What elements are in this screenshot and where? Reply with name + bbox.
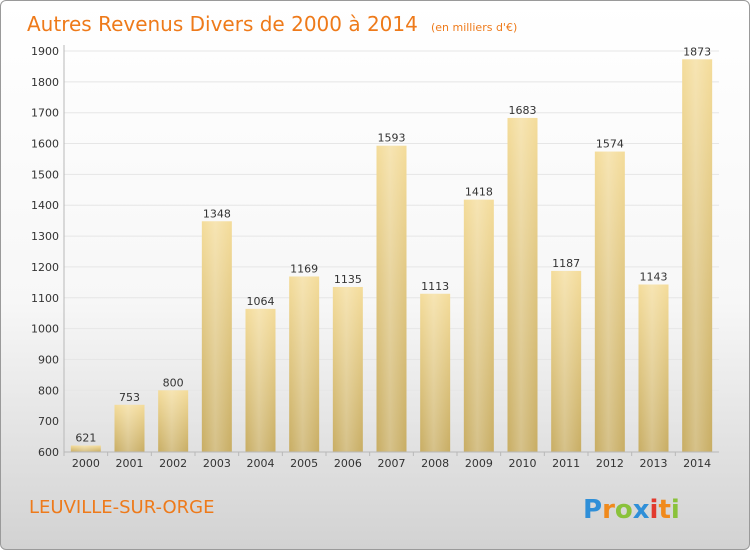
y-tick-label: 1100 <box>31 292 59 305</box>
x-tick-label: 2005 <box>290 457 318 470</box>
bar-shine <box>376 145 407 452</box>
x-tick-label: 2014 <box>683 457 711 470</box>
y-tick-label: 1600 <box>31 138 59 151</box>
bar-shine <box>594 151 625 452</box>
value-label: 753 <box>119 391 140 404</box>
x-tick-label: 2010 <box>509 457 537 470</box>
bar-shine <box>201 221 232 452</box>
logo-letter: t <box>658 495 670 525</box>
logo-letter: P <box>583 495 602 525</box>
y-tick-label: 1400 <box>31 199 59 212</box>
y-tick-label: 700 <box>38 415 59 428</box>
x-tick-label: 2008 <box>421 457 449 470</box>
y-tick-label: 1200 <box>31 261 59 274</box>
value-label: 1683 <box>509 104 537 117</box>
x-tick-label: 2001 <box>116 457 144 470</box>
axes: 600 700 800 900 1000 1100 1200 1300 1400 1500 1600… <box>31 45 719 470</box>
logo-letter: x <box>633 495 650 525</box>
value-label: 1143 <box>640 271 668 284</box>
value-label: 1169 <box>290 262 318 275</box>
y-tick-label: 1500 <box>31 168 59 181</box>
y-tick-label: 1700 <box>31 107 59 120</box>
x-tick-label: 2002 <box>159 457 187 470</box>
x-tick-label: 2007 <box>378 457 406 470</box>
y-tick-label: 1300 <box>31 230 59 243</box>
logo-letter: i <box>671 495 680 525</box>
value-label: 1574 <box>596 138 624 151</box>
x-tick-label: 2000 <box>72 457 100 470</box>
chart-title: Autres Revenus Divers de 2000 à 2014 <box>27 12 418 36</box>
city-name: LEUVILLE-SUR-ORGE <box>29 497 215 518</box>
value-label: 1187 <box>552 257 580 270</box>
x-tick-label: 2003 <box>203 457 231 470</box>
logo-letter: i <box>650 495 659 525</box>
value-label: 1135 <box>334 273 362 286</box>
y-tick-label: 900 <box>38 353 59 366</box>
bar-shine <box>682 59 713 452</box>
bar-shine <box>332 286 363 452</box>
value-label: 621 <box>75 432 96 445</box>
bar-shine <box>245 308 276 452</box>
y-tick-label: 1800 <box>31 76 59 89</box>
value-label: 1418 <box>465 186 493 199</box>
bar-shine <box>463 199 494 452</box>
x-tick-label: 2012 <box>596 457 624 470</box>
y-tick-label: 1900 <box>31 45 59 58</box>
bar-shine <box>70 445 101 452</box>
y-tick-label: 1000 <box>31 323 59 336</box>
bar-shine <box>158 390 189 452</box>
bars: 621 753 800 1348 1064 1169 1135 1593 1113 1418 168… <box>70 45 713 452</box>
bar-shine <box>420 293 451 452</box>
y-tick-label: 800 <box>38 384 59 397</box>
value-label: 1113 <box>421 280 449 293</box>
bar-shine <box>289 276 320 452</box>
logo-letter: o <box>615 495 633 525</box>
svg-text:Autres Revenus Divers de 2000: Autres Revenus Divers de 2000 à 2014 (en… <box>27 12 517 36</box>
value-label: 1064 <box>247 295 275 308</box>
value-label: 800 <box>163 376 184 389</box>
bar-shine <box>114 404 145 452</box>
x-tick-label: 2009 <box>465 457 493 470</box>
x-tick-label: 2013 <box>640 457 668 470</box>
chart-subtitle: (en milliers d'€) <box>431 21 517 34</box>
value-label: 1873 <box>683 45 711 58</box>
value-label: 1348 <box>203 207 231 220</box>
x-tick-label: 2004 <box>247 457 275 470</box>
proxiti-logo[interactable]: Proxiti <box>583 495 680 525</box>
x-tick-label: 2006 <box>334 457 362 470</box>
value-label: 1593 <box>378 132 406 145</box>
bar-shine <box>507 117 538 452</box>
bar-shine <box>551 270 582 452</box>
y-tick-label: 600 <box>38 446 59 459</box>
x-tick-label: 2011 <box>552 457 580 470</box>
logo-letter: r <box>602 495 615 525</box>
bar-shine <box>638 284 669 452</box>
